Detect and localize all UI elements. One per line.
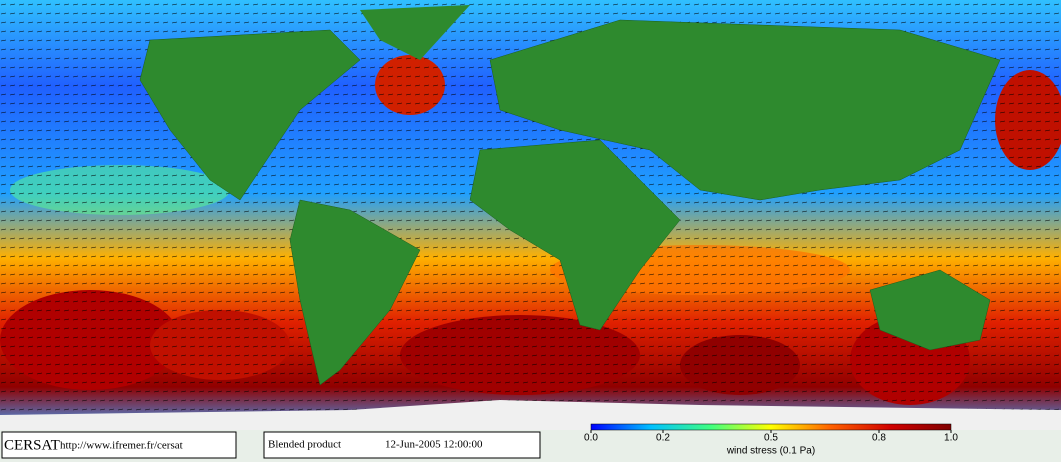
colorbar: 0.0 0.2 0.5 0.8 1.0 wind stress (0.1 Pa) [584,423,958,457]
south-america [289,199,421,386]
url: http://www.ifremer.fr/cersat [60,440,183,452]
australia [869,269,991,351]
colorbar-bar [590,423,952,431]
product: Blended product [268,439,341,451]
greenland [360,5,470,60]
africa [469,139,681,331]
antarctica [0,400,1061,430]
colorbar-tick-label: 0.5 [764,433,778,444]
north-america [139,29,361,201]
colorbar-tick-label: 0.8 [872,433,886,444]
map [0,0,1061,430]
colorbar-tick-label: 1.0 [944,433,958,444]
producer: CERSAT [4,437,60,453]
product-box [263,431,541,459]
eurasia [489,19,1001,201]
colorbar-tick-label: 0.0 [584,433,598,444]
colorbar-label: wind stress (0.1 Pa) [726,446,815,457]
date: 12-Jun-2005 12:00:00 [385,439,483,451]
producer-box [1,431,237,459]
colorbar-tick-label: 0.2 [656,433,670,444]
